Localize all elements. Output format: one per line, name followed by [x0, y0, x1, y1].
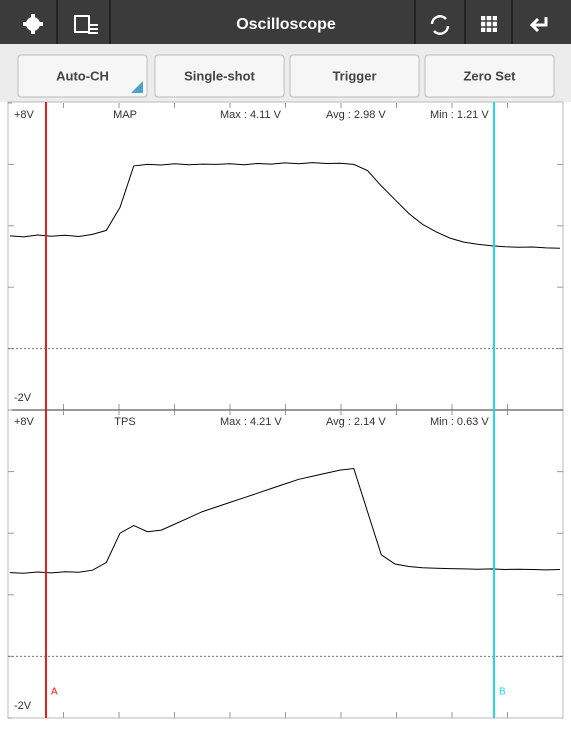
button[interactable]: [289, 54, 420, 98]
button-label: Zero Set: [463, 68, 516, 83]
channel-name: TPS: [114, 416, 135, 428]
waveform: [9, 162, 561, 249]
button-label: Auto-CH: [56, 68, 109, 83]
y-tick-label: +8V: [14, 416, 35, 428]
y-tick-label: +8V: [14, 109, 35, 121]
button[interactable]: [17, 54, 148, 98]
button-label: Single-shot: [184, 68, 255, 83]
channel-stat: Max : 4.11 V: [220, 109, 282, 121]
waveform: [9, 467, 561, 574]
refresh-icon[interactable]: [430, 15, 450, 35]
dropdown-indicator: [131, 81, 143, 93]
button[interactable]: [154, 54, 285, 98]
toolbar-title: Oscilloscope: [236, 16, 336, 33]
y-tick-label: -2V: [14, 700, 32, 712]
y-tick-label: -2V: [14, 392, 32, 404]
button[interactable]: [424, 54, 555, 98]
grid-icon[interactable]: [481, 16, 497, 32]
channel-name: MAP: [113, 109, 137, 121]
toolbar: [0, 0, 571, 44]
save-icon[interactable]: [74, 15, 98, 34]
button-label: Trigger: [332, 68, 376, 83]
cursor-label: A: [51, 687, 58, 698]
settings-icon[interactable]: [23, 14, 43, 34]
channel-stat: Min : 1.21 V: [430, 109, 489, 121]
back-icon[interactable]: [529, 17, 548, 33]
cursor-label: B: [499, 687, 506, 698]
channel-stat: Avg : 2.98 V: [326, 109, 386, 121]
toolbar-dividers: [56, 0, 513, 44]
channel-stat: Avg : 2.14 V: [326, 416, 386, 428]
channel-stat: Min : 0.63 V: [430, 416, 489, 428]
channel-stat: Max : 4.21 V: [220, 416, 282, 428]
